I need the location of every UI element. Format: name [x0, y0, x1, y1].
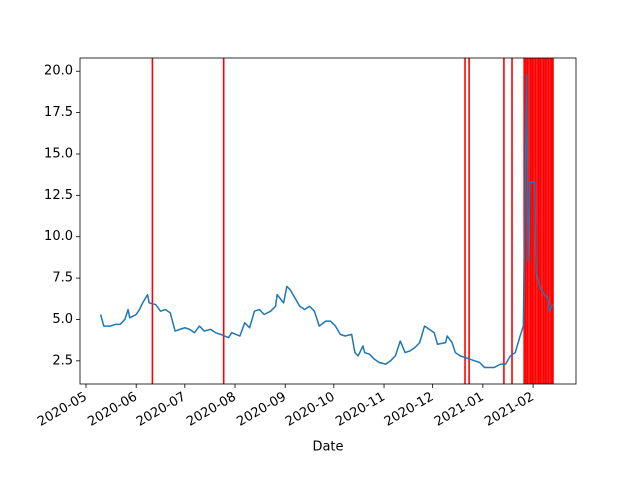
y-tick-label: 10.0: [44, 229, 73, 244]
y-tick-label: 12.5: [44, 188, 73, 203]
axes-frame: [79, 57, 577, 385]
y-tick-label: 15.0: [44, 146, 73, 161]
y-tick-label: 5.0: [52, 312, 73, 327]
y-tick-label: 2.5: [52, 353, 73, 368]
x-axis-label: Date: [312, 440, 343, 455]
y-tick-label: 17.5: [44, 105, 73, 120]
data-line: [99, 73, 554, 369]
y-tick-label: 20.0: [44, 64, 73, 79]
y-tick-label: 7.5: [52, 271, 73, 286]
